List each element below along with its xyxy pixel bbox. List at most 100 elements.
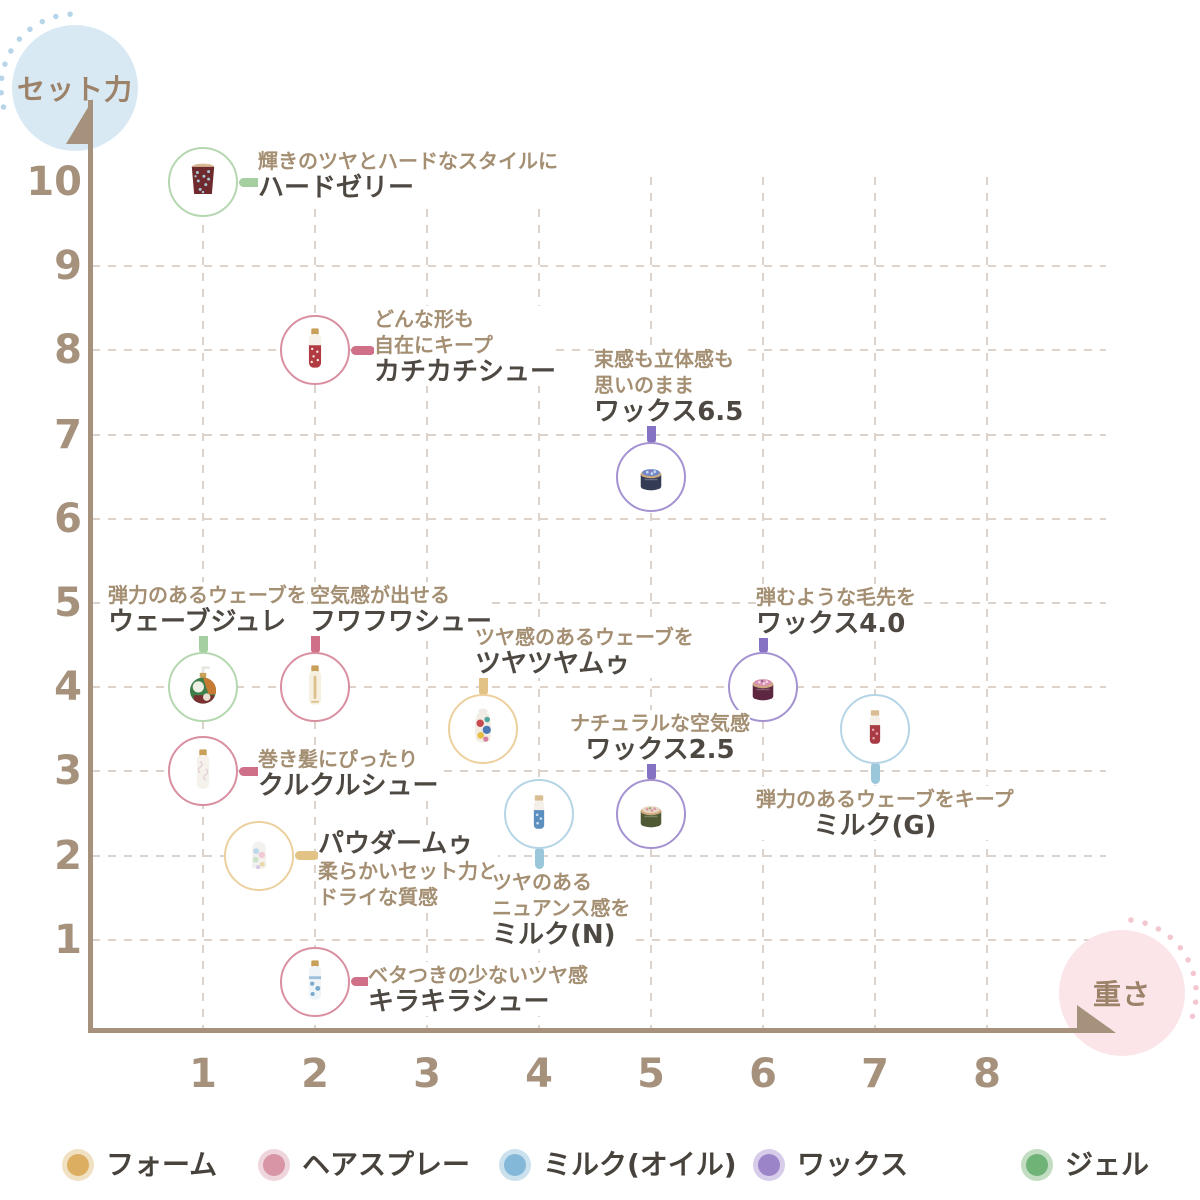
product-description-line: 巻き髪にぴったり [258,746,439,772]
product-description-line: ニュアンス感を [492,895,631,921]
product-name: ハードゼリー [258,174,558,202]
product-label-kachikachi-shu: どんな形も 自在にキープ カチカチシュー [374,306,557,386]
product-name: ワックス4.0 [756,610,916,638]
product-point-kirakira-shu[interactable] [280,946,350,1017]
x-tick-6: 6 [749,1051,777,1097]
y-tick-9: 9 [54,243,82,290]
y-tick-3: 3 [54,748,82,795]
y-tick-6: 6 [54,495,82,542]
x-tick-3: 3 [413,1051,441,1097]
product-point-wave-jule[interactable] [168,652,238,723]
product-label-powder-mu: パウダームゥ 柔らかいセット力と ドライな質感 [318,830,498,910]
gridline-horizontal [92,686,1106,689]
product-point-hard-jelly[interactable] [168,147,238,217]
product-label-wax-6-5: 束感も立体感も 思いのまま ワックス6.5 [594,346,744,426]
connector-wax-6-5 [646,421,656,444]
product-description-line: ベタつきの少ないツヤ感 [368,962,588,988]
legend-swatch-wax [753,1149,785,1181]
product-name: ミルク(G) [756,812,994,840]
connector-milk-n [534,846,544,869]
product-description-line: 束感も立体感も [594,346,744,372]
gridline-vertical [986,177,988,1028]
product-point-wax-2-5[interactable] [616,778,686,849]
connector-wax-4-0 [758,632,768,655]
legend-label-wax: ワックス [797,1148,909,1181]
x-tick-4: 4 [525,1051,553,1097]
product-label-wax-4-0: 弾むような毛先を ワックス4.0 [756,584,916,638]
connector-kachikachi-shu [351,345,375,355]
product-image-hard-jelly [175,152,231,212]
product-image-kachikachi-shu [287,320,343,380]
product-label-wave-jule: 弾力のあるウェーブを ウェーブジュレ [108,582,307,636]
product-image-wax-2-5 [623,784,679,844]
product-label-kirakira-shu: ベタつきの少ないツヤ感 キラキラシュー [368,962,588,1016]
y-tick-8: 8 [54,327,82,374]
product-point-kurukuru-shu[interactable] [168,736,238,807]
y-tick-4: 4 [54,664,82,711]
x-tick-1: 1 [189,1051,217,1097]
product-image-milk-n [511,784,567,844]
y-tick-7: 7 [54,411,82,458]
product-point-milk-n[interactable] [504,778,574,849]
legend-dot-wax [758,1154,780,1176]
gridline-vertical [538,177,540,1028]
product-description-line: ナチュラルな空気感 [570,710,750,736]
product-name: ツヤツヤムゥ [475,650,694,678]
product-point-fuwafuwa-shu[interactable] [280,652,350,723]
product-description-line: 弾力のあるウェーブを [108,582,307,608]
legend-dot-milk-oil [504,1154,526,1176]
product-image-wax-4-0 [735,657,791,717]
product-description-line: 柔らかいセット力と [318,858,498,884]
x-tick-5: 5 [637,1051,665,1097]
product-description-line: 自在にキープ [374,332,557,358]
connector-kirakira-shu [351,977,375,987]
product-label-kurukuru-shu: 巻き髪にぴったり クルクルシュー [258,746,439,801]
product-name: フワフワシュー [310,607,493,637]
legend-swatch-hairspray [258,1149,290,1181]
product-name: ワックス2.5 [570,736,750,764]
legend-swatch-foam [62,1149,94,1181]
product-name: ミルク(N) [492,921,631,949]
legend-swatch-gel [1021,1149,1053,1181]
x-tick-8: 8 [973,1051,1001,1097]
x-axis-label-bubble: 重さ [1059,930,1185,1056]
connector-milk-g [870,762,880,785]
product-image-tsuyatsuya-mu [455,699,511,759]
connector-wave-jule [198,632,208,655]
connector-fuwafuwa-shu [310,632,320,655]
product-point-milk-g[interactable] [840,694,910,765]
y-tick-5: 5 [54,580,82,626]
product-description-line: 思いのまま [594,372,744,398]
product-name: パウダームゥ [318,830,498,858]
product-label-hard-jelly: 輝きのツヤとハードなスタイルに ハードゼリー [258,148,558,202]
y-tick-10: 10 [26,159,82,205]
product-image-kirakira-shu [287,952,343,1012]
product-label-milk-g: 弾力のあるウェーブをキープ ミルク(G) [756,786,1014,840]
product-name: クルクルシュー [258,771,439,801]
y-axis [88,100,93,1033]
y-axis-label: セット力 [16,73,133,106]
product-point-powder-mu[interactable] [224,820,294,891]
y-tick-2: 2 [54,832,82,879]
product-description-line: どんな形も [374,306,557,332]
x-axis-label: 重さ [1092,978,1151,1011]
product-label-wax-2-5: ナチュラルな空気感 ワックス2.5 [570,710,750,764]
product-point-wax-6-5[interactable] [616,441,686,512]
x-tick-2: 2 [301,1051,329,1097]
gridline-horizontal [92,854,1106,857]
legend-dot-foam [67,1154,89,1176]
product-image-milk-g [847,699,903,759]
gridline-horizontal [92,265,1106,268]
product-point-kachikachi-shu[interactable] [280,315,350,386]
product-description-line: 輝きのツヤとハードなスタイルに [258,148,558,174]
legend-swatch-milk-oil [499,1149,531,1181]
connector-wax-2-5 [646,758,656,781]
product-description-line: ツヤ感のあるウェーブを [475,624,694,650]
product-description-line: 弾むような毛先を [756,584,916,610]
product-image-kurukuru-shu [175,741,231,801]
gridline-vertical [650,177,652,1028]
gridline-horizontal [92,433,1106,436]
product-name: ウェーブジュレ [108,608,307,636]
product-point-tsuyatsuya-mu[interactable] [448,694,518,765]
